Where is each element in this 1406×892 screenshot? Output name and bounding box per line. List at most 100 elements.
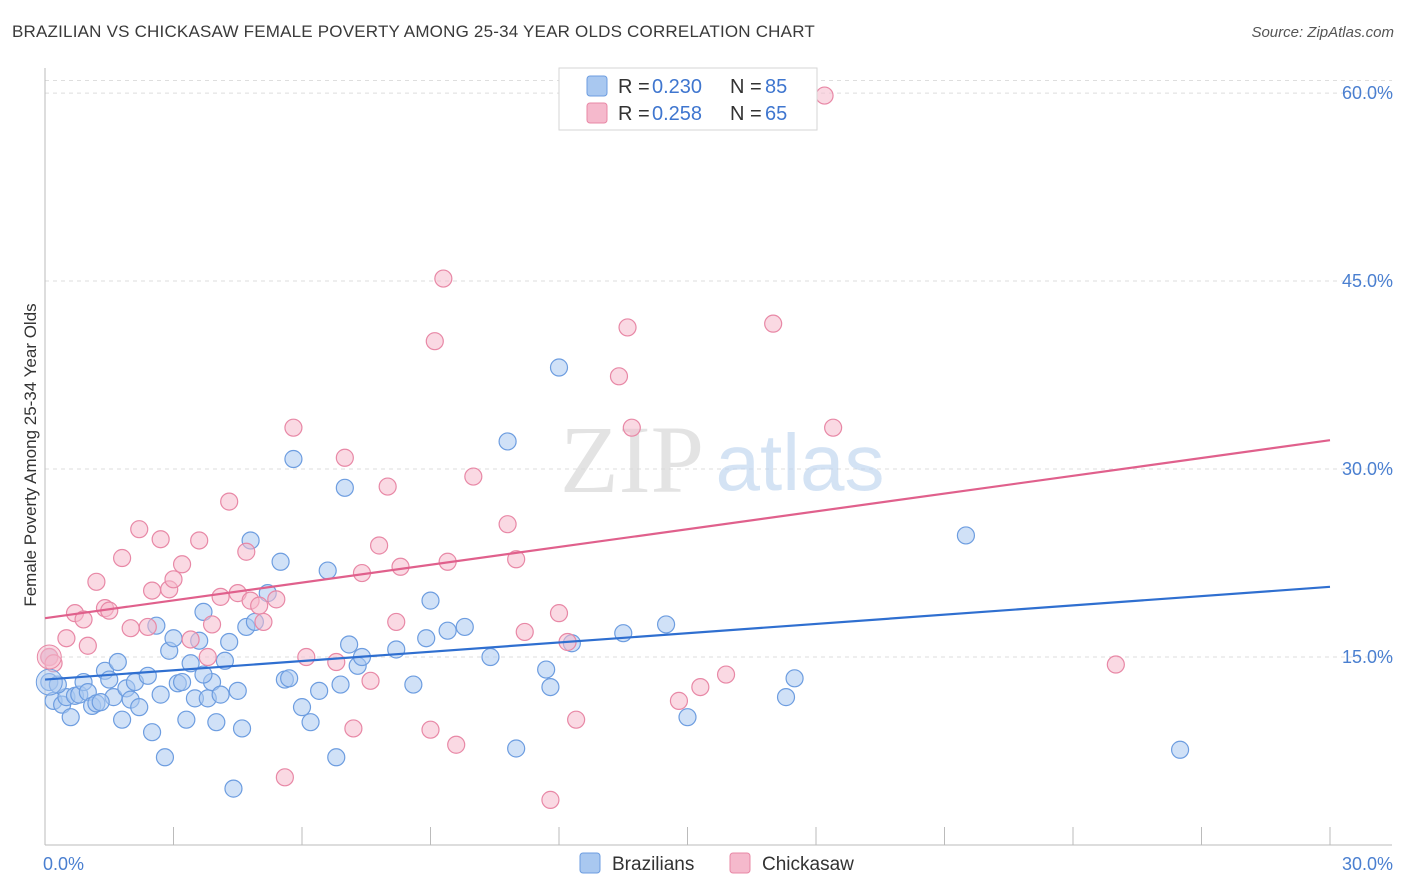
point-chickasaw	[267, 590, 286, 609]
point-brazilians	[228, 681, 247, 700]
bottom-legend-label-brazilians: Brazilians	[612, 854, 694, 875]
point-brazilians	[455, 617, 474, 637]
point-brazilians	[417, 629, 436, 648]
point-chickasaw	[284, 418, 303, 437]
trend-lines	[44, 439, 1331, 681]
point-chickasaw	[74, 610, 93, 629]
y-tick-labels: 15.0% 30.0% 45.0% 60.0%	[1342, 83, 1393, 667]
point-chickasaw	[541, 790, 560, 809]
point-brazilians	[172, 672, 192, 692]
x-tick-label-max: 30.0%	[1342, 854, 1393, 874]
point-brazilians	[284, 449, 303, 469]
point-brazilians	[215, 651, 234, 670]
point-brazilians	[211, 685, 230, 704]
point-chickasaw	[361, 671, 380, 690]
point-brazilians	[224, 779, 243, 798]
point-brazilians	[331, 675, 350, 694]
point-chickasaw	[57, 629, 76, 648]
bottom-legend: Brazilians Chickasaw	[579, 852, 854, 875]
point-chickasaw	[447, 735, 466, 754]
point-chickasaw	[425, 332, 444, 351]
y-tick-label: 60.0%	[1342, 83, 1393, 103]
point-chickasaw	[297, 647, 316, 667]
point-brazilians	[656, 615, 676, 634]
point-brazilians	[271, 552, 290, 571]
point-chickasaw	[121, 619, 140, 638]
point-chickasaw	[622, 418, 641, 437]
x-tick-label-min: 0.0%	[43, 854, 84, 874]
point-brazilians	[207, 713, 226, 732]
y-axis-label: Female Poverty Among 25-34 Year Olds	[21, 303, 40, 606]
point-chickasaw	[1106, 655, 1125, 674]
legend-n-value-chickasaw: 65	[765, 103, 787, 125]
point-chickasaw	[275, 768, 294, 787]
legend-n-label: N =	[730, 76, 762, 98]
point-brazilians	[438, 621, 457, 640]
watermark-atlas: atlas	[716, 418, 885, 507]
point-brazilians	[232, 719, 252, 738]
x-tick-labels: 0.0% 30.0%	[43, 854, 1393, 874]
point-chickasaw	[824, 418, 843, 437]
point-chickasaw	[112, 548, 132, 568]
point-chickasaw	[211, 587, 230, 606]
point-brazilians	[108, 652, 127, 672]
y-tick-label: 15.0%	[1342, 647, 1393, 667]
point-brazilians	[678, 708, 697, 727]
point-chickasaw	[507, 550, 526, 569]
legend-r-value-chickasaw: 0.258	[652, 103, 702, 125]
point-chickasaw	[434, 269, 453, 288]
point-chickasaw	[181, 630, 200, 649]
y-tick-label: 45.0%	[1342, 271, 1393, 291]
point-chickasaw	[138, 617, 157, 637]
point-chickasaw	[669, 691, 689, 710]
point-brazilians	[327, 748, 346, 767]
top-legend: R = 0.230 N = 85 R = 0.258 N = 65	[558, 67, 818, 131]
point-chickasaw	[464, 467, 483, 486]
point-chickasaw	[220, 492, 239, 511]
point-brazilians	[91, 693, 110, 712]
point-chickasaw	[387, 612, 406, 632]
point-chickasaw	[515, 622, 534, 642]
point-brazilians	[164, 629, 183, 648]
point-brazilians	[301, 713, 320, 732]
point-brazilians	[318, 561, 337, 580]
bottom-legend-swatch-brazilians	[579, 852, 601, 874]
legend-n-value-brazilians: 85	[765, 76, 787, 98]
point-brazilians	[194, 602, 213, 622]
point-chickasaw	[716, 665, 736, 684]
point-cluster-brazilians	[35, 668, 63, 696]
point-chickasaw	[498, 515, 517, 534]
point-brazilians	[130, 698, 149, 717]
point-chickasaw	[250, 596, 269, 615]
point-chickasaw	[421, 720, 440, 739]
trend-line-brazilians	[44, 585, 1331, 681]
point-chickasaw	[237, 542, 256, 561]
point-chickasaw	[567, 710, 586, 729]
legend-swatch-brazilians	[586, 75, 608, 97]
legend-n-label: N =	[730, 103, 762, 125]
point-chickasaw	[609, 367, 629, 386]
legend-r-label: R =	[618, 76, 650, 98]
point-brazilians	[785, 669, 804, 688]
trend-line-chickasaw	[44, 439, 1331, 620]
point-chickasaw	[335, 448, 354, 467]
point-chickasaw	[691, 677, 710, 697]
chart-title: BRAZILIAN VS CHICKASAW FEMALE POVERTY AM…	[12, 22, 815, 41]
point-chickasaw	[254, 612, 273, 632]
point-chickasaw	[378, 477, 397, 496]
point-brazilians	[404, 675, 423, 694]
point-brazilians	[292, 698, 312, 717]
point-brazilians	[61, 708, 80, 727]
point-chickasaw	[172, 555, 192, 574]
point-chickasaw	[815, 86, 834, 105]
grid-lines	[45, 80, 1392, 658]
point-brazilians	[537, 660, 556, 679]
point-chickasaw	[190, 531, 209, 550]
point-brazilians	[421, 591, 440, 610]
point-brazilians	[194, 665, 213, 684]
legend-r-value-brazilians: 0.230	[652, 76, 702, 98]
point-brazilians	[155, 748, 175, 767]
point-brazilians	[541, 677, 560, 697]
point-chickasaw	[87, 572, 106, 591]
point-brazilians	[151, 685, 170, 704]
